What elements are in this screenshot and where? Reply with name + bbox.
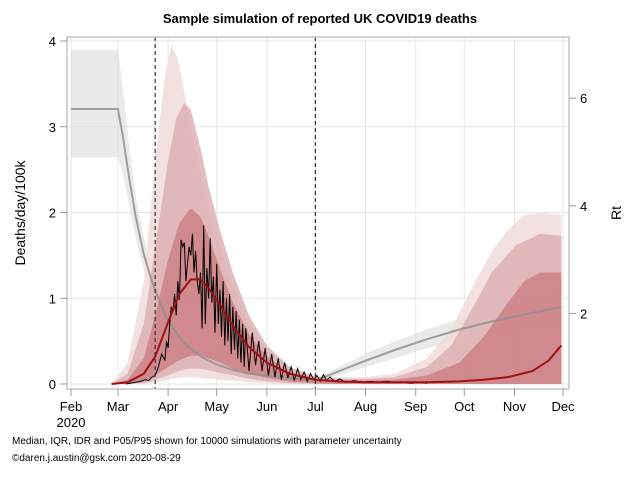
y-tick-label-3: 3 [49, 120, 56, 135]
x-tick-label-feb: Feb [60, 399, 82, 414]
x-tick-label-apr: Apr [158, 399, 179, 414]
y2-tick-label-2: 2 [580, 306, 587, 321]
lines [71, 108, 563, 385]
y-axis-label: Deaths/day/100k [12, 159, 28, 265]
chart-title: Sample simulation of reported UK COVID19… [163, 11, 477, 26]
x-tick-label-may: May [204, 399, 229, 414]
rt-median-line [71, 108, 562, 381]
x-tick-label-mar: Mar [107, 399, 130, 414]
y-tick-label-0: 0 [49, 377, 56, 392]
x-tick-label-oct: Oct [454, 399, 475, 414]
y2-tick-label-4: 4 [580, 199, 587, 214]
bands [71, 45, 562, 385]
deaths-iqr-band [111, 208, 562, 384]
y-tick-label-2: 2 [49, 206, 56, 221]
y-tick-label-4: 4 [49, 34, 56, 49]
x-tick-year-label: 2020 [57, 415, 86, 430]
x-tick-label-jun: Jun [256, 399, 277, 414]
y2-axis-label: Rt [608, 206, 624, 220]
footnote-credit: ©daren.j.austin@gsk.com 2020-08-29 [12, 453, 181, 464]
x-tick-label-nov: Nov [503, 399, 527, 414]
axes: 0 1 2 3 4 2 4 6 Feb Mar Apr May Jun Jul Aug Sep Oct Nov De… [49, 34, 587, 430]
reference-lines [154, 37, 316, 389]
y2-tick-label-6: 6 [580, 91, 587, 106]
y-tick-label-1: 1 [49, 291, 56, 306]
footnote-method: Median, IQR, IDR and P05/P95 shown for 1… [12, 436, 402, 447]
rt-band [71, 49, 562, 382]
x-tick-label-dec: Dec [551, 399, 575, 414]
deaths-median-line [111, 278, 563, 385]
x-tick-label-jul: Jul [307, 399, 324, 414]
x-tick-label-aug: Aug [354, 399, 377, 414]
x-tick-label-sep: Sep [404, 399, 427, 414]
